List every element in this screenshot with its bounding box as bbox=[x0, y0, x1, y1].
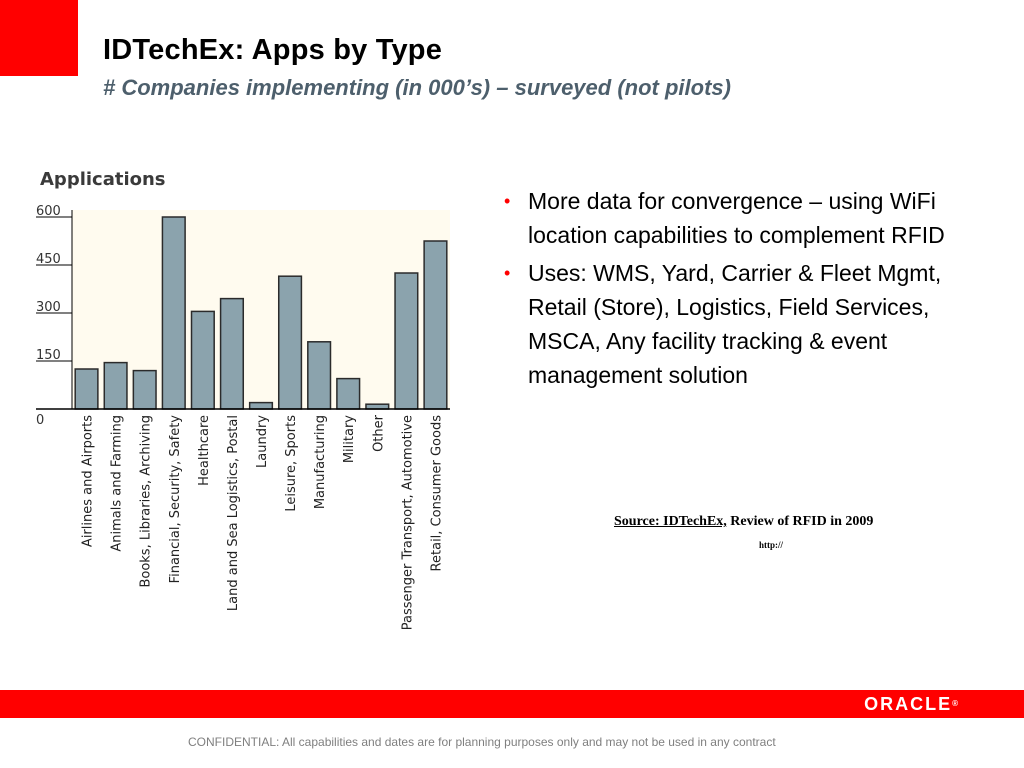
footer-bar: ORACLE® bbox=[0, 690, 1024, 718]
y-tick-label: 300 bbox=[36, 300, 61, 315]
bullet-text: More data for convergence – using WiFi l… bbox=[528, 188, 945, 248]
source-text: Review of RFID in 2009 bbox=[726, 514, 874, 529]
y-tick-label: 450 bbox=[36, 252, 61, 267]
x-category-label: Other bbox=[371, 414, 386, 452]
slide-subtitle: # Companies implementing (in 000’s) – su… bbox=[103, 75, 731, 100]
bullet-icon: • bbox=[504, 191, 511, 211]
bullet-item: • More data for convergence – using WiFi … bbox=[504, 184, 984, 252]
x-category-label: Financial, Security, Safety bbox=[168, 415, 183, 584]
x-category-label: Passenger Transport, Automotive bbox=[400, 415, 415, 630]
source-citation: Source: IDTechEx, Review of RFID in 2009 bbox=[614, 514, 873, 530]
bullet-text: Uses: WMS, Yard, Carrier & Fleet Mgmt, R… bbox=[528, 260, 942, 388]
brand-red-square bbox=[0, 0, 78, 76]
bar bbox=[190, 310, 215, 410]
bar bbox=[219, 297, 245, 410]
x-category-label: Laundry bbox=[255, 415, 270, 468]
x-category-label: Manufacturing bbox=[313, 415, 328, 509]
x-category-label: Airlines and Airports bbox=[81, 415, 96, 547]
chart-title: Applications bbox=[40, 169, 166, 190]
x-category-label: Military bbox=[342, 415, 357, 463]
bullet-item: • Uses: WMS, Yard, Carrier & Fleet Mgmt, … bbox=[504, 256, 984, 392]
bar bbox=[394, 272, 419, 410]
x-category-label: Animals and Farming bbox=[110, 415, 125, 552]
bar bbox=[248, 401, 274, 410]
confidential-notice: CONFIDENTIAL: All capabilities and dates… bbox=[188, 735, 776, 749]
y-tick-label: 150 bbox=[36, 348, 61, 363]
slide-title: IDTechEx: Apps by Type bbox=[103, 34, 443, 66]
oracle-logo-text: ORACLE bbox=[864, 694, 953, 714]
x-category-label: Books, Libraries, Archiving bbox=[139, 415, 154, 588]
x-category-label: Healthcare bbox=[197, 415, 212, 486]
bullet-icon: • bbox=[504, 263, 511, 283]
oracle-logo: ORACLE® bbox=[864, 694, 958, 714]
bar bbox=[103, 361, 128, 410]
y-tick-label: 600 bbox=[36, 204, 61, 219]
bar bbox=[277, 275, 303, 410]
bar bbox=[132, 369, 157, 410]
bullet-list: • More data for convergence – using WiFi … bbox=[504, 184, 984, 396]
bar bbox=[423, 240, 448, 410]
applications-bar-chart: Applications 0 150 300 450 600 Airlines and Ai… bbox=[30, 160, 460, 680]
source-link[interactable]: Source: IDTechEx, bbox=[614, 514, 727, 529]
source-url[interactable]: http:// bbox=[759, 540, 784, 550]
bar bbox=[74, 368, 99, 410]
y-tick-label: 0 bbox=[36, 413, 44, 428]
x-category-label: Leisure, Sports bbox=[284, 415, 299, 512]
bar bbox=[336, 377, 361, 410]
bar bbox=[307, 341, 332, 410]
plot-background bbox=[72, 210, 450, 409]
x-category-label: Retail, Consumer Goods bbox=[429, 415, 444, 572]
x-category-label: Land and Sea Logistics, Postal bbox=[226, 415, 241, 611]
bar bbox=[161, 216, 186, 410]
